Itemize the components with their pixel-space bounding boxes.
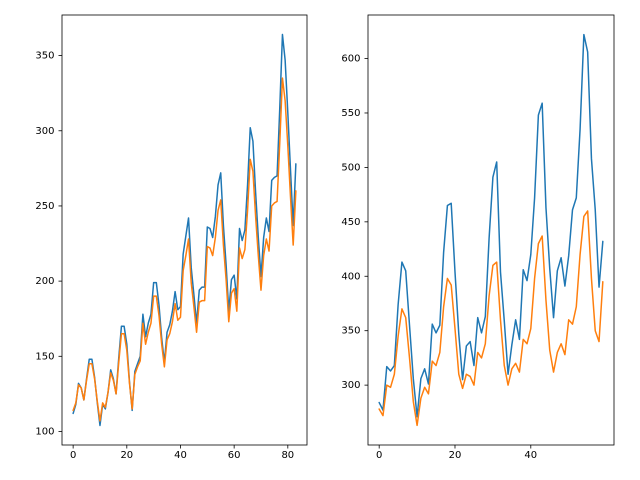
y-tick-label: 300 — [341, 380, 360, 391]
y-tick-label: 500 — [341, 162, 360, 173]
y-tick-label: 200 — [35, 276, 54, 287]
series-line-forecast — [378, 210, 604, 427]
x-tick-label: 0 — [376, 450, 382, 461]
y-tick-label: 550 — [341, 108, 360, 119]
series-line-fitted — [72, 77, 297, 422]
x-tick-label: 60 — [228, 450, 241, 461]
x-tick-label: 0 — [70, 450, 76, 461]
series-line-actual — [72, 33, 297, 427]
axes-spines — [367, 14, 615, 446]
x-tick-label: 20 — [449, 450, 462, 461]
y-tick-label: 300 — [35, 126, 54, 137]
left-chart: 0 20 40 60 80 100 150 200 250 300 350 — [35, 14, 308, 461]
y-tick-label: 450 — [341, 217, 360, 228]
x-tick-label: 80 — [281, 450, 294, 461]
y-tick-label: 250 — [35, 201, 54, 212]
axes-spines — [61, 14, 308, 446]
right-chart: 0 20 40 300 350 400 450 500 550 600 — [341, 14, 615, 461]
y-tick-label: 400 — [341, 271, 360, 282]
x-tick-label: 40 — [174, 450, 187, 461]
x-tick-label: 20 — [120, 450, 133, 461]
y-tick-label: 150 — [35, 351, 54, 362]
series-line-actual — [378, 33, 604, 418]
y-tick-label: 350 — [35, 51, 54, 62]
x-tick-label: 40 — [524, 450, 537, 461]
y-tick-label: 600 — [341, 54, 360, 65]
y-tick-label: 350 — [341, 326, 360, 337]
y-tick-label: 100 — [35, 426, 54, 437]
